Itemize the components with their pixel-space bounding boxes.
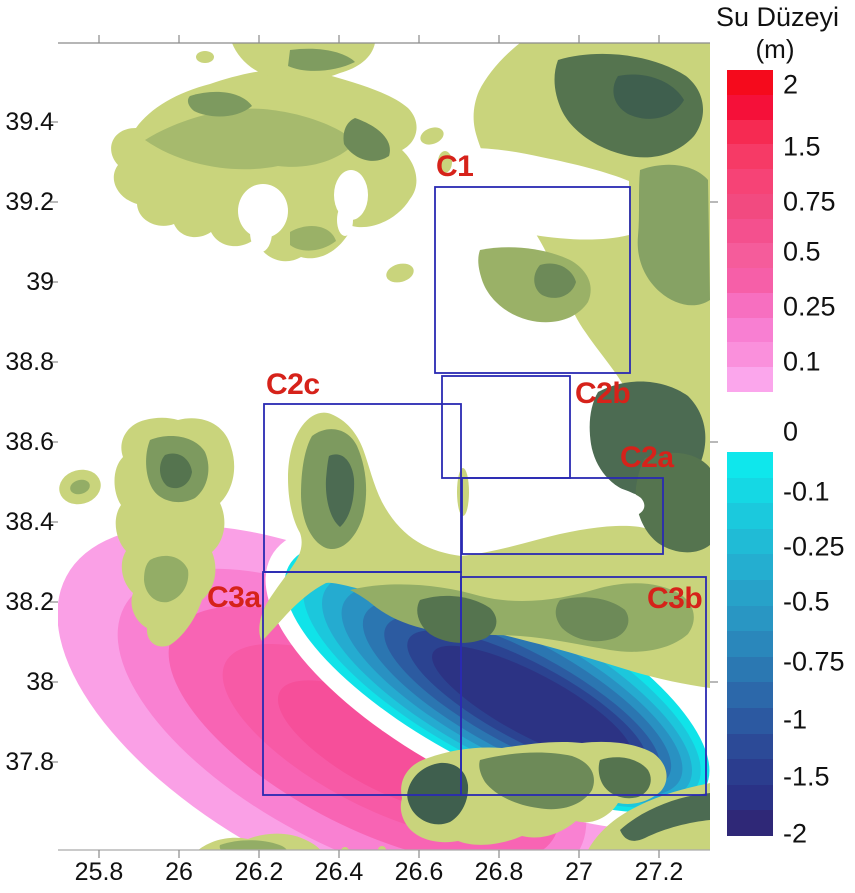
x-axis-label: 26.2 — [234, 858, 284, 886]
region-box-c2a — [461, 477, 664, 555]
island-fourni — [198, 833, 386, 850]
terrain — [59, 43, 710, 850]
colorbar-tick: 2 — [783, 69, 799, 100]
y-axis-label: 39.4 — [5, 108, 54, 136]
region-label-c2a: C2a — [620, 441, 674, 474]
colorbar-tick: -1.5 — [783, 761, 830, 792]
colorbar-unit: (m) — [755, 34, 795, 64]
island-lesbos — [111, 68, 417, 262]
y-axis-label: 38.4 — [5, 508, 54, 536]
island-psara — [59, 469, 101, 505]
colorbar-tick: 1.5 — [783, 131, 821, 162]
y-axis-label: 38 — [26, 668, 54, 696]
colorbar-tick: 0.1 — [783, 346, 821, 377]
colorbar-tick: 0.25 — [783, 291, 836, 322]
colorbar-tick: -0.5 — [783, 586, 830, 617]
colorbar-tick: -0.1 — [783, 476, 830, 507]
small-islets — [386, 127, 469, 516]
mainland-turkey — [259, 43, 710, 688]
gulf-kalloni — [238, 184, 288, 238]
x-axis-label: 26 — [165, 858, 193, 886]
region-label-c1: C1 — [436, 150, 474, 183]
y-axis-label: 39 — [26, 268, 54, 296]
region-box-c1 — [434, 186, 631, 374]
coast-north — [196, 43, 375, 82]
positive-colorbar — [727, 70, 773, 392]
colorbar-tick: -2 — [783, 818, 808, 849]
axes-frame — [50, 35, 718, 858]
region-box-c3b — [460, 576, 707, 796]
coast-southeast — [588, 783, 710, 850]
region-label-c3a: C3a — [207, 581, 261, 614]
y-axis-label: 38.2 — [5, 588, 54, 616]
y-axis-label: 37.8 — [5, 748, 54, 776]
colorbar-tick: -0.75 — [783, 646, 845, 677]
x-axis-label: 26.6 — [394, 858, 444, 886]
colorbar-tick: 0.5 — [783, 236, 821, 267]
bay-izmir-inner — [455, 481, 645, 520]
colorbar-tick: -0.25 — [783, 531, 845, 562]
island-chios — [114, 417, 235, 647]
y-axis-label: 38.6 — [5, 428, 54, 456]
bay-candarli — [447, 328, 513, 374]
colorbar-title: Su Düzeyi — [715, 2, 840, 32]
region-boxes — [262, 186, 707, 796]
colorbar-tick: 0.75 — [783, 186, 836, 217]
y-axis-label: 39.2 — [5, 188, 54, 216]
x-axis-label: 26.8 — [474, 858, 524, 886]
region-label-c2b: C2b — [575, 377, 631, 410]
colorbar-tick-zero: 0 — [783, 416, 799, 447]
x-axis-label: 26.4 — [314, 858, 364, 886]
y-axis-label: 38.8 — [5, 348, 54, 376]
region-label-c2c: C2c — [266, 368, 320, 401]
bay-edremit — [433, 147, 629, 240]
x-axis-label: 27 — [565, 858, 593, 886]
region-label-c3b: C3b — [647, 582, 703, 615]
negative-colorbar — [727, 452, 773, 836]
x-axis-label: 27.2 — [634, 858, 684, 886]
colorbar-tick: -1 — [783, 704, 808, 735]
island-samos — [400, 741, 667, 845]
x-axis-label: 25.8 — [74, 858, 124, 886]
